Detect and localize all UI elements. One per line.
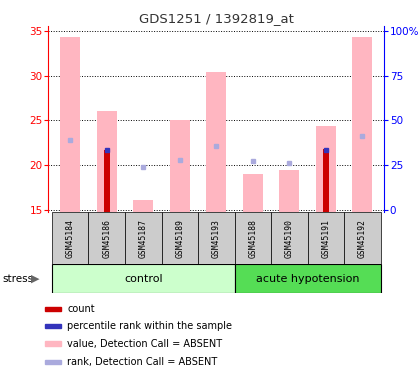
FancyBboxPatch shape [52, 212, 89, 264]
Bar [60, 37, 80, 212]
FancyBboxPatch shape [234, 264, 381, 293]
Text: count: count [67, 304, 95, 314]
Text: GSM45193: GSM45193 [212, 219, 221, 258]
Bar [97, 111, 117, 212]
FancyBboxPatch shape [234, 212, 271, 264]
FancyBboxPatch shape [307, 212, 344, 264]
FancyBboxPatch shape [89, 212, 125, 264]
FancyBboxPatch shape [198, 212, 234, 264]
Bar [104, 150, 110, 212]
Bar [133, 200, 153, 212]
Bar [45, 307, 61, 311]
Bar [243, 174, 263, 212]
Bar [170, 120, 190, 212]
Bar [316, 126, 336, 212]
Bar [45, 324, 61, 328]
FancyBboxPatch shape [344, 212, 381, 264]
Text: GSM45188: GSM45188 [248, 219, 257, 258]
Text: rank, Detection Call = ABSENT: rank, Detection Call = ABSENT [67, 357, 218, 367]
FancyBboxPatch shape [271, 212, 307, 264]
Text: GSM45187: GSM45187 [139, 219, 148, 258]
Text: ▶: ▶ [31, 274, 39, 284]
FancyBboxPatch shape [52, 264, 234, 293]
Text: GSM45189: GSM45189 [175, 219, 184, 258]
Text: percentile rank within the sample: percentile rank within the sample [67, 321, 232, 331]
Text: GSM45186: GSM45186 [102, 219, 111, 258]
Bar [45, 341, 61, 346]
Text: control: control [124, 274, 163, 284]
Bar [206, 72, 226, 212]
Text: GSM45191: GSM45191 [321, 219, 331, 258]
Bar [352, 37, 373, 212]
Text: GSM45190: GSM45190 [285, 219, 294, 258]
FancyBboxPatch shape [162, 212, 198, 264]
Bar [323, 149, 329, 212]
Bar [279, 170, 299, 212]
FancyBboxPatch shape [125, 212, 162, 264]
Title: GDS1251 / 1392819_at: GDS1251 / 1392819_at [139, 12, 294, 25]
Bar [45, 360, 61, 364]
Text: GSM45184: GSM45184 [66, 219, 75, 258]
Text: value, Detection Call = ABSENT: value, Detection Call = ABSENT [67, 339, 222, 348]
Text: acute hypotension: acute hypotension [256, 274, 360, 284]
Text: stress: stress [2, 274, 33, 284]
Text: GSM45192: GSM45192 [358, 219, 367, 258]
